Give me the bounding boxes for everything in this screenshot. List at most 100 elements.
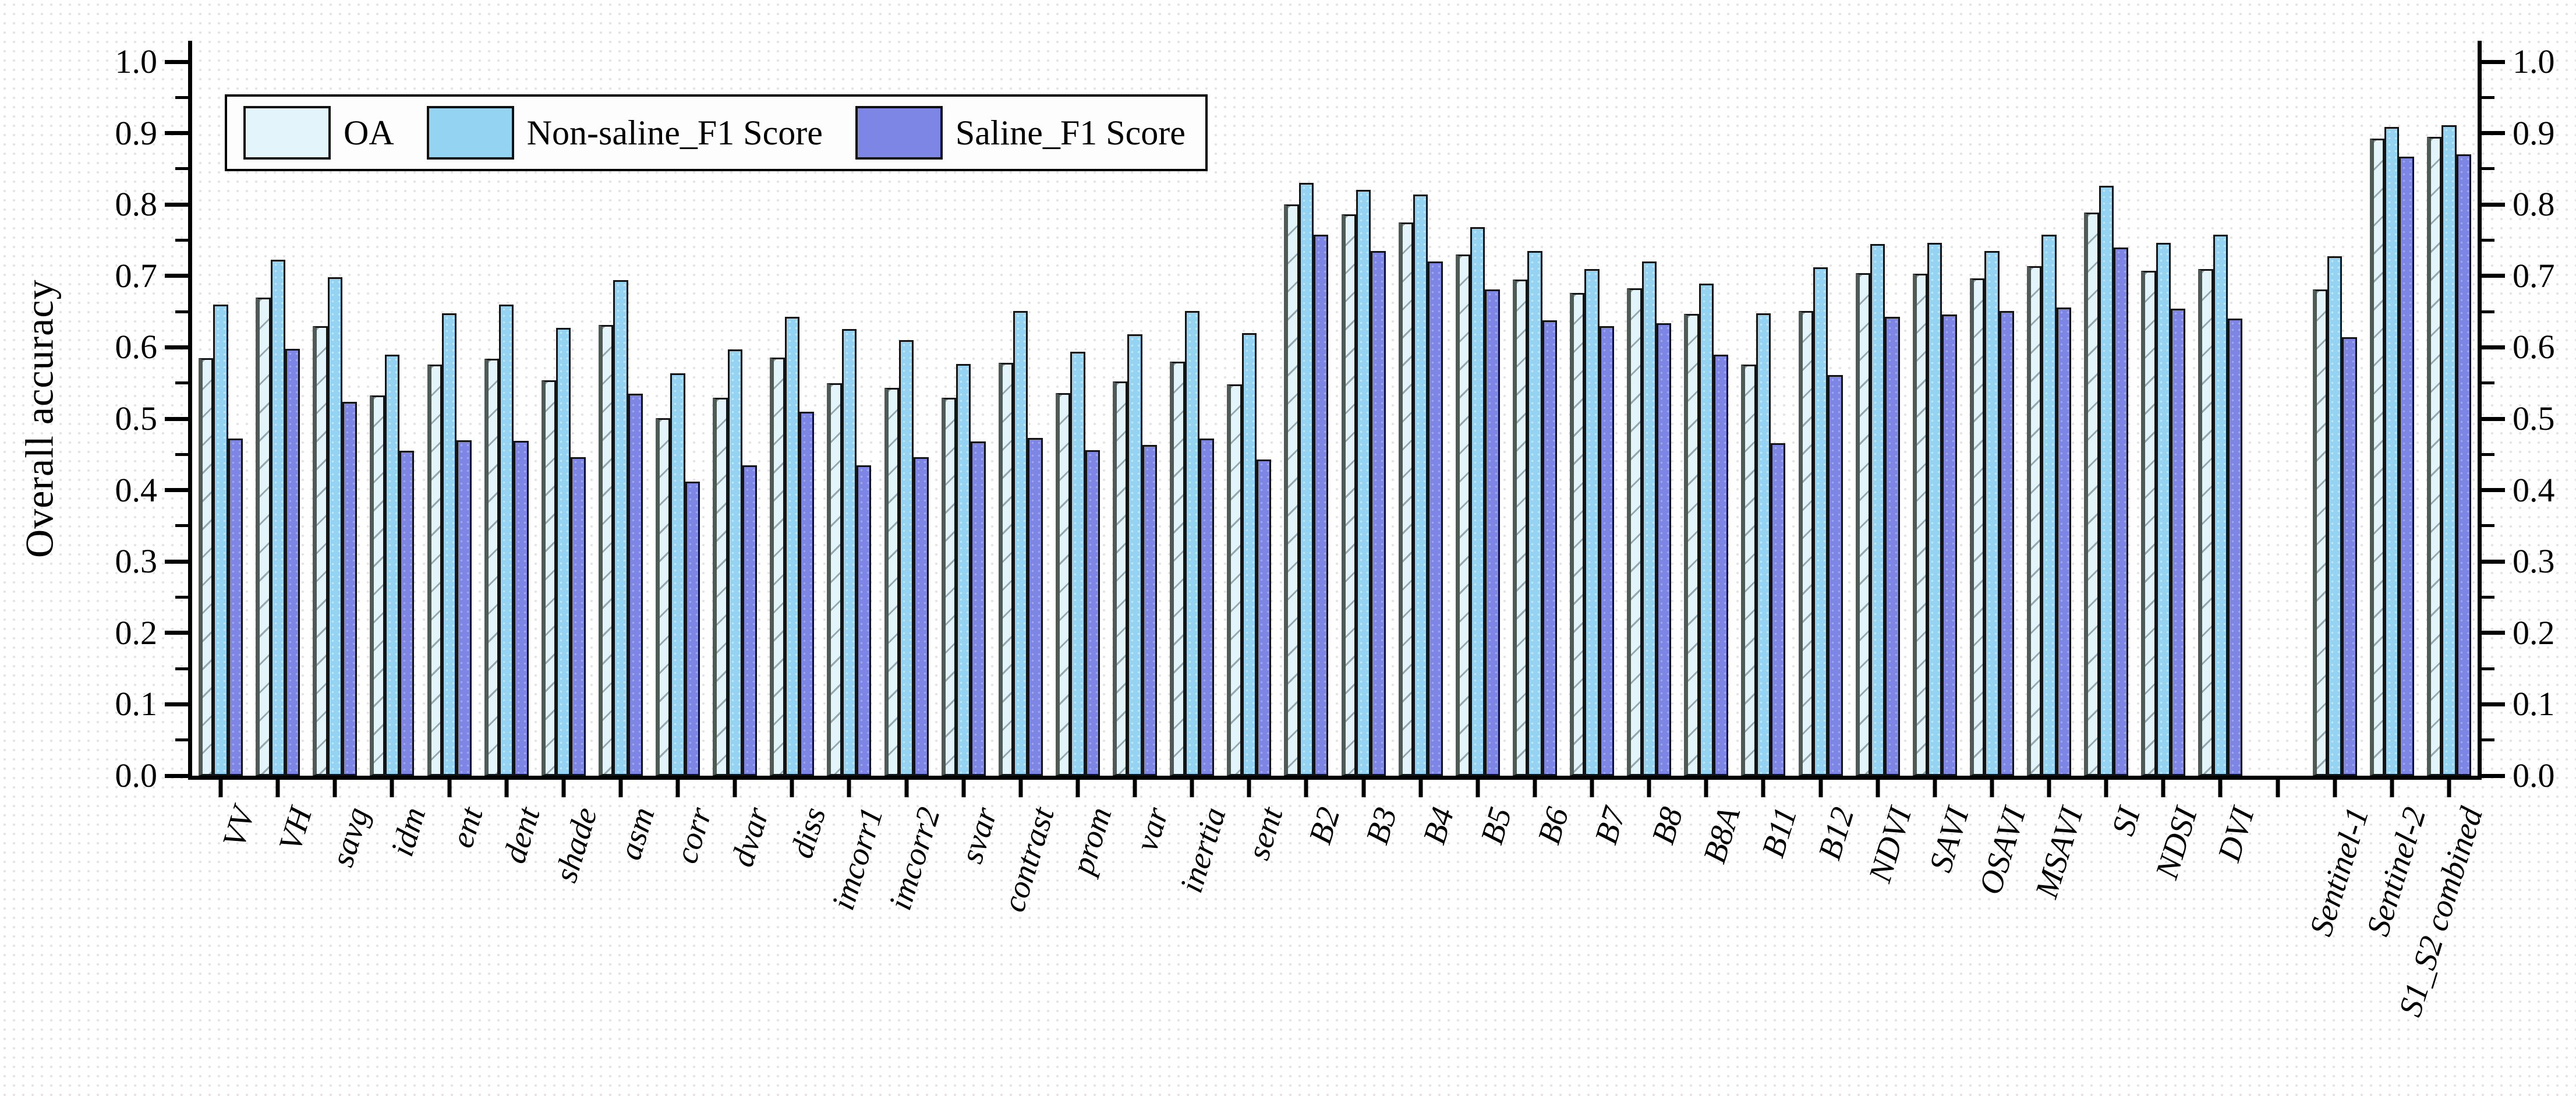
right-axis-major-tick bbox=[2482, 345, 2505, 349]
bar-ns-B2 bbox=[1298, 183, 1314, 776]
bar-oa-contrast bbox=[998, 363, 1014, 776]
right-axis-major-tick bbox=[2482, 773, 2505, 778]
bar-sa-B5 bbox=[1485, 289, 1500, 776]
x-axis-tick bbox=[2447, 780, 2451, 797]
x-axis-tick bbox=[504, 780, 509, 797]
bar-group-asm bbox=[598, 62, 643, 776]
right-axis-major-tick bbox=[2482, 559, 2505, 564]
bar-ns-var bbox=[1127, 334, 1142, 776]
bar-oa-B5 bbox=[1455, 254, 1471, 776]
left-axis-major-tick bbox=[165, 59, 188, 64]
x-axis-tick bbox=[561, 780, 566, 797]
x-axis-label-corr: corr bbox=[667, 803, 719, 868]
x-axis-label-B5: B5 bbox=[1473, 803, 1519, 848]
y-axis-title: Overall accuracy bbox=[17, 279, 62, 558]
x-axis-label-NDVI: NDVI bbox=[1862, 803, 1919, 887]
left-axis-major-tick bbox=[165, 416, 188, 421]
x-axis-tick bbox=[1533, 780, 1537, 797]
bar-sa-B8A bbox=[1713, 354, 1729, 776]
bar-sa-NDSI bbox=[2170, 309, 2186, 776]
bar-oa-prom bbox=[1055, 393, 1071, 776]
bar-sa-OSAVI bbox=[1999, 310, 2014, 776]
x-axis-tick bbox=[2104, 780, 2108, 797]
right-axis-major-tick bbox=[2482, 59, 2505, 64]
x-axis-tick bbox=[1247, 780, 1251, 797]
right-axis-spine bbox=[2478, 41, 2482, 780]
right-axis-tick-label: 0.9 bbox=[2513, 114, 2555, 152]
bar-sa-B11 bbox=[1771, 443, 1786, 776]
bar-group-B4 bbox=[1398, 62, 1443, 776]
left-axis-minor-tick bbox=[175, 524, 188, 528]
x-axis-tick bbox=[1018, 780, 1023, 797]
bar-group-MSAVI bbox=[2027, 62, 2071, 776]
bar-group-B6 bbox=[1512, 62, 1557, 776]
legend-swatch-saline bbox=[855, 106, 943, 160]
bar-ns-imcorr1 bbox=[841, 328, 857, 776]
x-axis-label-B12: B12 bbox=[1811, 803, 1862, 864]
bar-group-B11 bbox=[1741, 62, 1786, 776]
bar-oa-B2 bbox=[1284, 204, 1299, 776]
bar-sa-VV bbox=[228, 439, 243, 776]
bar-group-inertia bbox=[1170, 62, 1215, 776]
bar-sa-S1_S2 combined bbox=[2456, 154, 2471, 776]
x-axis-tick bbox=[2276, 780, 2280, 797]
x-axis-tick bbox=[1647, 780, 1651, 797]
bar-group-VH bbox=[256, 62, 300, 776]
left-axis-major-tick bbox=[165, 631, 188, 635]
bar-sa-B8 bbox=[1656, 323, 1672, 776]
x-axis-label-B6: B6 bbox=[1530, 803, 1576, 848]
bar-ns-NDSI bbox=[2156, 243, 2171, 776]
x-axis-tick bbox=[2333, 780, 2337, 797]
right-axis-tick-label: 0.3 bbox=[2513, 542, 2555, 581]
bar-group-B7 bbox=[1570, 62, 1614, 776]
left-axis-major-tick bbox=[165, 488, 188, 493]
bar-sa-svar bbox=[971, 441, 986, 776]
legend-label-saline: Saline_F1 Score bbox=[955, 114, 1186, 152]
bar-group-ent bbox=[427, 62, 472, 776]
bar-sa-inertia bbox=[1199, 439, 1215, 776]
bar-oa-imcorr1 bbox=[827, 383, 842, 776]
bar-sa-diss bbox=[799, 411, 815, 776]
bar-group-sent bbox=[1227, 62, 1272, 776]
bar-ns-MSAVI bbox=[2041, 234, 2057, 776]
bar-oa-Sentinel-2 bbox=[2369, 139, 2385, 776]
right-axis-tick-label: 0.6 bbox=[2513, 328, 2555, 366]
bar-ns-corr bbox=[670, 373, 685, 776]
left-axis-spine bbox=[188, 41, 192, 780]
bar-sa-B6 bbox=[1542, 320, 1557, 776]
x-axis-label-var: var bbox=[1128, 803, 1176, 855]
bar-ns-B12 bbox=[1813, 267, 1828, 776]
left-axis-minor-tick bbox=[175, 96, 188, 99]
bar-sa-B2 bbox=[1314, 234, 1329, 776]
x-axis-label-dvar: dvar bbox=[724, 803, 776, 871]
x-axis-tick bbox=[904, 780, 909, 797]
left-axis-tick-label: 1.0 bbox=[115, 43, 158, 80]
x-axis-tick bbox=[1761, 780, 1765, 797]
left-axis-minor-tick bbox=[175, 667, 188, 670]
x-axis-label-idm: idm bbox=[384, 803, 433, 861]
bar-ns-B5 bbox=[1470, 227, 1485, 776]
bar-oa-NDSI bbox=[2141, 271, 2156, 776]
x-axis-label-DVI: DVI bbox=[2211, 803, 2262, 866]
bar-group-SAVI bbox=[1912, 62, 1957, 776]
left-axis-minor-tick bbox=[175, 310, 188, 313]
left-axis-tick-label: 0.5 bbox=[115, 399, 158, 437]
x-axis-label-OSAVI: OSAVI bbox=[1972, 803, 2033, 899]
bar-sa-var bbox=[1142, 445, 1157, 776]
right-axis-major-tick bbox=[2482, 416, 2505, 421]
bar-group-diss bbox=[770, 62, 815, 776]
bar-group-B8A bbox=[1684, 62, 1729, 776]
x-axis-label-B2: B2 bbox=[1302, 803, 1347, 848]
x-axis-tick bbox=[1590, 780, 1594, 797]
bar-sa-ent bbox=[457, 440, 472, 776]
bar-oa-SI bbox=[2084, 212, 2099, 776]
bar-sa-corr bbox=[685, 481, 700, 776]
bar-ns-ent bbox=[441, 313, 457, 776]
left-axis-tick-label: 0.3 bbox=[115, 542, 158, 581]
bar-oa-B8 bbox=[1627, 288, 1642, 776]
bar-oa-B12 bbox=[1798, 310, 1813, 776]
bar-group-Sentinel-2 bbox=[2369, 62, 2414, 776]
x-axis-tick bbox=[332, 780, 337, 797]
bar-sa-B3 bbox=[1371, 250, 1386, 776]
x-axis-tick bbox=[618, 780, 623, 797]
